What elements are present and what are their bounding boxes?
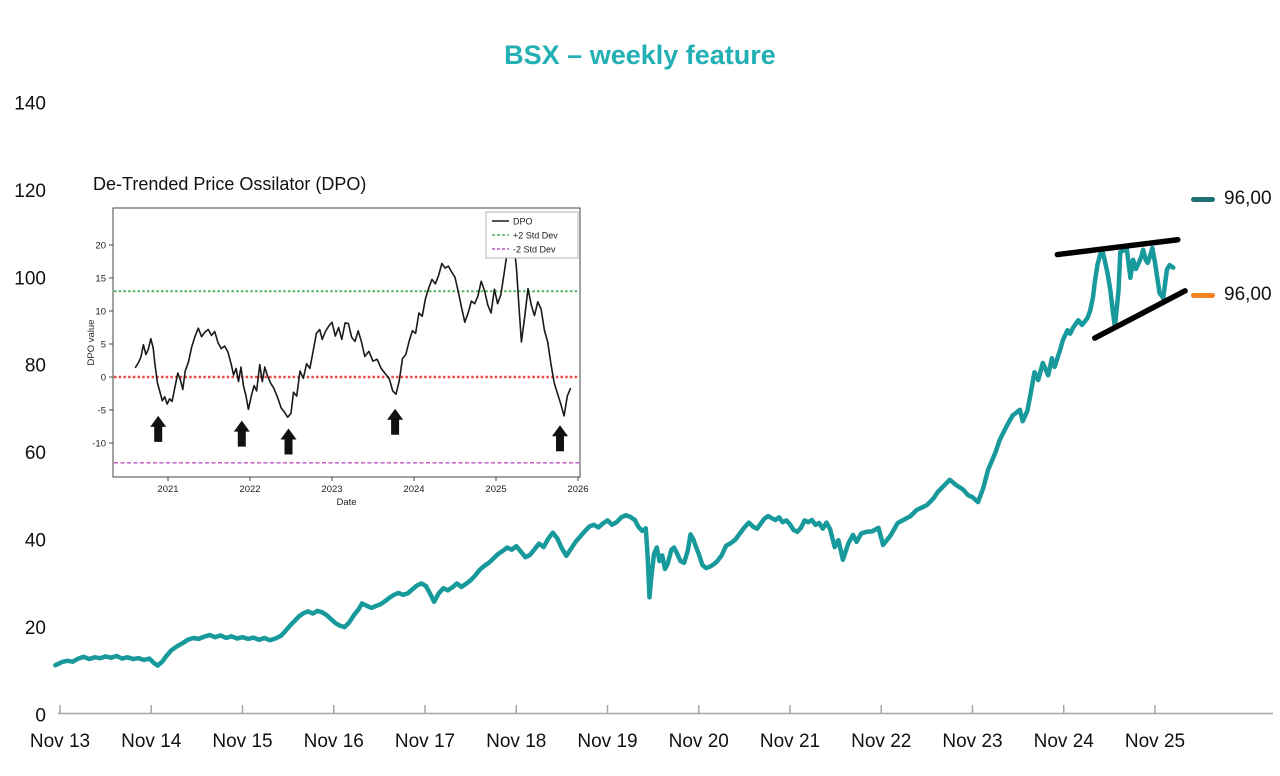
inset-x-tick-label: 2022 [239, 484, 260, 495]
price-target-label-upper: 96,00 [1191, 188, 1272, 210]
up-arrow-icon [233, 420, 250, 447]
x-tick-label: Nov 13 [30, 731, 90, 752]
y-tick-label: 0 [35, 706, 46, 727]
inset-y-tick-label: -5 [98, 406, 106, 417]
inset-y-tick-label: 15 [95, 274, 106, 285]
price-target-value-lower: 96,00 [1224, 284, 1272, 306]
legend-label: -2 Std Dev [513, 245, 556, 255]
x-tick-label: Nov 19 [577, 731, 637, 752]
inset-dpo-chart: 20 15 10 5 0 -5 -10 2021 2022 2023 2024 2025 2026 Dat… [86, 207, 589, 508]
inset-ylabel: DPO value [86, 320, 97, 366]
inset-x-tick-label: 2025 [485, 484, 506, 495]
price-target-value-upper: 96,00 [1224, 188, 1272, 210]
inset-y-tick-label: 20 [95, 241, 106, 252]
x-tick-label: Nov 17 [395, 731, 455, 752]
inset-y-tick-label: -10 [92, 439, 106, 450]
y-tick-label: 20 [25, 618, 46, 639]
up-arrow-icon [552, 425, 568, 452]
up-arrow-icon [387, 408, 404, 435]
inset-y-tick-label: 0 [101, 373, 106, 384]
inset-y-tick-label: 10 [95, 307, 106, 318]
legend-label: +2 Std Dev [513, 231, 558, 241]
y-tick-label: 140 [14, 93, 46, 114]
y-tick-label: 80 [25, 356, 46, 377]
inset-xlabel: Date [336, 497, 356, 508]
inset-chart-title: De-Trended Price Ossilator (DPO) [93, 174, 367, 194]
upper-resistance-line [1054, 236, 1181, 258]
x-tick-label: Nov 22 [851, 731, 911, 752]
y-tick-label: 60 [25, 443, 46, 464]
dpo-line [134, 225, 572, 419]
x-tick-label: Nov 14 [121, 731, 182, 752]
inset-x-tick-label: 2021 [157, 484, 178, 495]
y-tick-label: 120 [14, 181, 46, 202]
x-tick-label: Nov 21 [760, 731, 820, 752]
legend-label: DPO [513, 217, 533, 227]
x-tick-label: Nov 24 [1034, 731, 1095, 752]
y-tick-label: 100 [14, 268, 46, 289]
inset-x-tick-label: 2024 [403, 484, 424, 495]
inset-y-tick-label: 5 [101, 340, 106, 351]
orange-dash-icon [1191, 292, 1215, 298]
inset-legend-box [485, 211, 579, 259]
x-tick-label: Nov 23 [942, 731, 1002, 752]
x-tick-label: Nov 16 [304, 731, 364, 752]
up-arrow-icon [150, 415, 167, 442]
inset-x-tick-label: 2026 [567, 484, 588, 495]
x-tick-label: Nov 20 [669, 731, 729, 752]
teal-dash-icon [1191, 196, 1215, 202]
x-tick-label: Nov 25 [1125, 731, 1185, 752]
x-tick-label: Nov 18 [486, 731, 546, 752]
lower-support-line [1092, 288, 1188, 341]
y-tick-label: 40 [25, 531, 46, 552]
page-title: BSX – weekly feature [504, 40, 776, 70]
x-tick-label: Nov 15 [212, 731, 272, 752]
price-target-label-lower: 96,00 [1191, 284, 1272, 306]
inset-x-tick-label: 2023 [321, 484, 342, 495]
up-arrow-icon [280, 428, 297, 455]
price-line [53, 245, 1176, 668]
